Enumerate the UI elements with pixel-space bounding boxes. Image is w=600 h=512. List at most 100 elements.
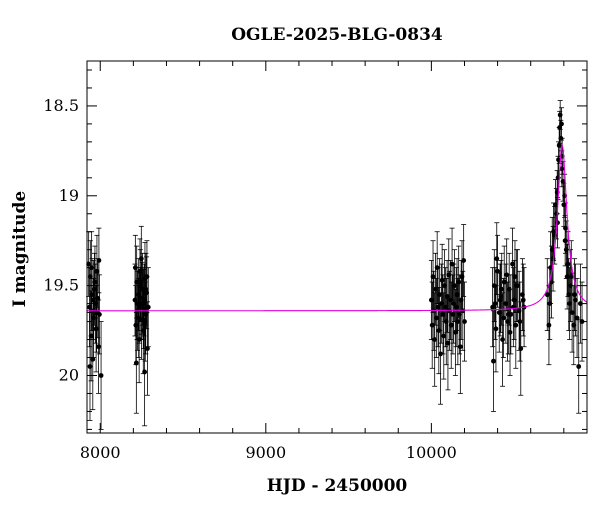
- y-axis-label: I magnitude: [10, 191, 30, 308]
- point-marker: [136, 315, 142, 321]
- data-point: [507, 288, 513, 376]
- point-marker: [490, 304, 496, 310]
- point-marker: [90, 297, 96, 303]
- data-point: [144, 301, 150, 396]
- point-marker: [461, 258, 467, 263]
- x-axis-label: HJD - 2450000: [267, 476, 408, 496]
- point-marker: [432, 337, 438, 342]
- point-marker: [133, 360, 139, 366]
- axis-ticks: 8000 9000 10000 18.5 19 19.5 20: [43, 61, 587, 462]
- point-marker: [520, 297, 526, 303]
- data-point: [134, 267, 140, 340]
- data-points: [86, 100, 585, 430]
- data-point: [90, 308, 96, 411]
- x-tick-label: 10000: [406, 443, 457, 462]
- data-point: [429, 281, 435, 369]
- point-marker: [141, 306, 147, 312]
- data-point: [517, 281, 523, 362]
- point-marker: [577, 301, 583, 307]
- point-marker: [574, 315, 580, 321]
- point-marker: [452, 283, 457, 289]
- x-tick-label: 9000: [245, 443, 286, 462]
- data-point: [87, 312, 93, 421]
- point-marker: [546, 322, 552, 328]
- point-marker: [87, 364, 93, 369]
- point-marker: [499, 286, 505, 292]
- data-point: [142, 281, 148, 362]
- point-marker: [500, 337, 505, 342]
- point-marker: [576, 364, 582, 369]
- point-marker: [493, 326, 499, 332]
- plot-frame: [86, 60, 588, 434]
- data-point: [499, 252, 505, 326]
- point-marker: [544, 292, 550, 298]
- point-marker: [500, 315, 506, 321]
- point-marker: [441, 333, 447, 339]
- data-point: [89, 231, 95, 305]
- point-marker: [556, 143, 562, 148]
- point-marker: [556, 157, 561, 163]
- point-marker: [89, 265, 95, 271]
- point-marker: [562, 238, 568, 244]
- y-tick-label: 20: [59, 365, 79, 384]
- point-marker: [437, 292, 443, 298]
- data-point: [544, 258, 550, 331]
- data-point: [96, 227, 102, 294]
- data-point: [433, 278, 439, 358]
- data-point: [138, 225, 144, 292]
- point-marker: [514, 283, 520, 289]
- point-marker: [559, 166, 565, 172]
- data-point: [562, 215, 568, 267]
- point-marker: [494, 256, 500, 262]
- point-marker: [142, 369, 148, 375]
- model-curve: [87, 144, 588, 312]
- data-point: [559, 150, 565, 188]
- point-marker: [136, 304, 142, 310]
- point-marker: [94, 310, 100, 315]
- point-marker: [429, 322, 435, 328]
- data-point: [556, 141, 562, 179]
- point-marker: [505, 311, 511, 317]
- point-marker: [492, 301, 498, 307]
- point-marker: [90, 356, 96, 362]
- data-point: [140, 267, 146, 340]
- point-marker: [579, 319, 585, 324]
- data-point: [98, 321, 104, 430]
- data-point: [143, 252, 149, 326]
- data-point: [572, 258, 578, 331]
- point-marker: [455, 319, 461, 324]
- point-marker: [462, 319, 467, 324]
- data-point: [492, 267, 498, 340]
- data-point: [96, 274, 102, 355]
- point-marker: [145, 346, 150, 351]
- point-marker: [517, 319, 523, 324]
- point-marker: [144, 274, 150, 280]
- point-marker: [457, 344, 463, 350]
- point-marker: [445, 340, 451, 346]
- point-marker: [510, 261, 515, 267]
- point-marker: [448, 322, 454, 328]
- point-marker: [513, 322, 519, 328]
- point-marker: [98, 373, 104, 378]
- point-marker: [491, 358, 496, 364]
- point-marker: [93, 326, 99, 332]
- data-point: [520, 263, 526, 337]
- data-point: [94, 272, 100, 353]
- y-tick-label: 18.5: [43, 96, 79, 115]
- data-point: [568, 240, 574, 313]
- point-marker: [140, 301, 146, 307]
- point-marker: [96, 258, 102, 263]
- y-tick-label: 19.5: [43, 276, 79, 295]
- point-marker: [138, 256, 144, 262]
- point-marker: [134, 301, 140, 307]
- data-point: [490, 310, 496, 412]
- point-marker: [547, 301, 553, 307]
- point-marker: [572, 292, 577, 298]
- data-point: [92, 245, 98, 319]
- point-marker: [497, 297, 503, 303]
- point-marker: [555, 220, 560, 226]
- data-point: [497, 263, 503, 337]
- point-marker: [92, 279, 98, 285]
- point-marker: [456, 279, 462, 285]
